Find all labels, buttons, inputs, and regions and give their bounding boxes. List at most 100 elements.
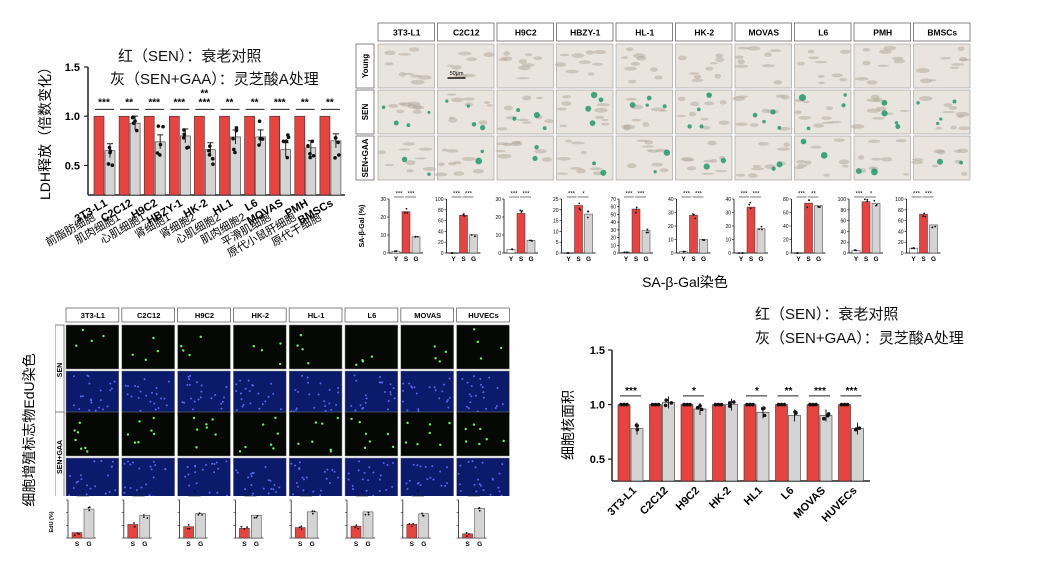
dapi-spot bbox=[389, 390, 392, 393]
sig-label: * bbox=[82, 491, 85, 497]
dapi-spot bbox=[467, 460, 470, 463]
dapi-spot bbox=[148, 494, 151, 496]
panel-y-tick-label: 30 bbox=[668, 211, 674, 217]
cell-shape bbox=[554, 62, 567, 67]
dapi-spot bbox=[273, 483, 276, 486]
panel-y-tick-label: 60 bbox=[840, 219, 846, 225]
panel-y-tick-label: 60 bbox=[898, 219, 904, 225]
stain-spot bbox=[427, 110, 431, 114]
bar-gaa bbox=[662, 402, 675, 482]
dapi-spot bbox=[239, 392, 242, 395]
edu-spot bbox=[214, 433, 217, 436]
micro-header-cell bbox=[437, 22, 495, 42]
sig-label: * bbox=[472, 491, 475, 497]
sig-label: ** bbox=[226, 97, 234, 108]
micro-header-label: HL-1 bbox=[308, 311, 325, 320]
dapi-spot bbox=[470, 385, 473, 388]
cell-shape bbox=[495, 149, 506, 153]
dapi-spot bbox=[214, 393, 217, 396]
panel-data-point bbox=[692, 213, 694, 215]
cell-shape bbox=[935, 126, 943, 130]
panel-bar bbox=[401, 211, 411, 254]
cell-shape bbox=[777, 147, 790, 151]
dapi-spot bbox=[417, 408, 420, 411]
data-point bbox=[337, 153, 341, 157]
dapi-spot bbox=[244, 387, 247, 390]
panel-data-point bbox=[521, 209, 523, 212]
panel-data-point bbox=[300, 525, 303, 528]
data-point bbox=[688, 402, 692, 407]
panel-data-point bbox=[243, 528, 246, 530]
edu-spot bbox=[244, 445, 247, 449]
edu-spot bbox=[195, 428, 199, 431]
cell-shape bbox=[693, 74, 702, 80]
dapi-spot bbox=[69, 475, 72, 478]
panel-data-point bbox=[354, 526, 357, 529]
dapi-spot bbox=[261, 403, 264, 406]
edu-spot bbox=[195, 446, 198, 449]
panel-bar bbox=[306, 511, 318, 539]
panel-y-tick-label: 20 bbox=[380, 215, 386, 221]
dapi-spot bbox=[448, 396, 451, 399]
cell-shape bbox=[410, 79, 425, 85]
sig-label: *** bbox=[740, 192, 748, 198]
stain-spot bbox=[592, 161, 596, 166]
panel-y-tick-label: 10 bbox=[495, 233, 501, 239]
micro-header-cell bbox=[615, 22, 673, 42]
cell-shape bbox=[808, 56, 820, 60]
data-point bbox=[826, 413, 830, 418]
panel-y-tick-label: 0 bbox=[498, 251, 501, 257]
dapi-spot bbox=[89, 487, 92, 490]
dapi-spot bbox=[126, 393, 129, 396]
dapi-spot bbox=[498, 472, 501, 475]
dapi-spot bbox=[496, 387, 499, 390]
cell-shape bbox=[594, 107, 608, 113]
edu-spot bbox=[144, 358, 147, 362]
dapi-spot bbox=[81, 395, 84, 398]
edu-spot bbox=[336, 416, 339, 420]
cell-shape bbox=[933, 149, 945, 154]
dapi-spot bbox=[270, 487, 273, 490]
panel-data-point bbox=[694, 217, 697, 220]
dapi-spot bbox=[389, 383, 392, 386]
dapi-spot bbox=[225, 386, 228, 389]
panel-y-tick-label: 40 bbox=[610, 220, 616, 226]
sig-label: * bbox=[138, 491, 141, 497]
panel-x-tick-label: G bbox=[701, 256, 706, 263]
micrograph-tile-dapi bbox=[344, 457, 399, 496]
stain-spot bbox=[533, 111, 540, 118]
cell-shape bbox=[950, 125, 957, 130]
stain-spot bbox=[629, 102, 636, 108]
sig-label: *** bbox=[199, 97, 211, 108]
dapi-spot bbox=[431, 465, 434, 468]
y-tick-label: 1.0 bbox=[590, 400, 605, 412]
cell-shape bbox=[813, 123, 825, 128]
sig-label: ** bbox=[785, 386, 793, 397]
panel-data-point bbox=[255, 516, 258, 519]
cell-shape bbox=[747, 46, 761, 51]
sa-beta-gal-micrographs: 3T3-L1 C2C12 H9C2 HBZY-1 HL-1 HK-2 MOVAS L6 PMH B… bbox=[355, 18, 995, 188]
panel-bar bbox=[871, 203, 881, 254]
data-point bbox=[656, 402, 661, 407]
cell-shape bbox=[403, 72, 415, 76]
cell-shape bbox=[893, 59, 905, 64]
bar-gaa bbox=[788, 415, 801, 482]
stain-spot bbox=[645, 103, 649, 107]
cell-shape bbox=[448, 117, 458, 123]
dapi-spot bbox=[264, 466, 267, 469]
cell-shape bbox=[957, 148, 969, 154]
panel-y-tick-label: 40 bbox=[725, 197, 731, 203]
chart-title: SA-β-Gal染色 bbox=[642, 274, 728, 290]
dapi-spot bbox=[94, 485, 97, 488]
panel-data-point bbox=[623, 251, 626, 254]
stain-spot bbox=[855, 168, 862, 175]
cell-shape bbox=[833, 138, 845, 142]
panel-x-tick-label: Y bbox=[451, 256, 456, 263]
cell-shape bbox=[446, 93, 457, 96]
micrograph-tile-dapi bbox=[121, 370, 175, 416]
edu-spot bbox=[192, 416, 196, 420]
dapi-spot bbox=[211, 462, 214, 465]
dapi-spot bbox=[382, 461, 385, 464]
edu-spot bbox=[428, 431, 431, 435]
dapi-spot bbox=[110, 387, 113, 390]
